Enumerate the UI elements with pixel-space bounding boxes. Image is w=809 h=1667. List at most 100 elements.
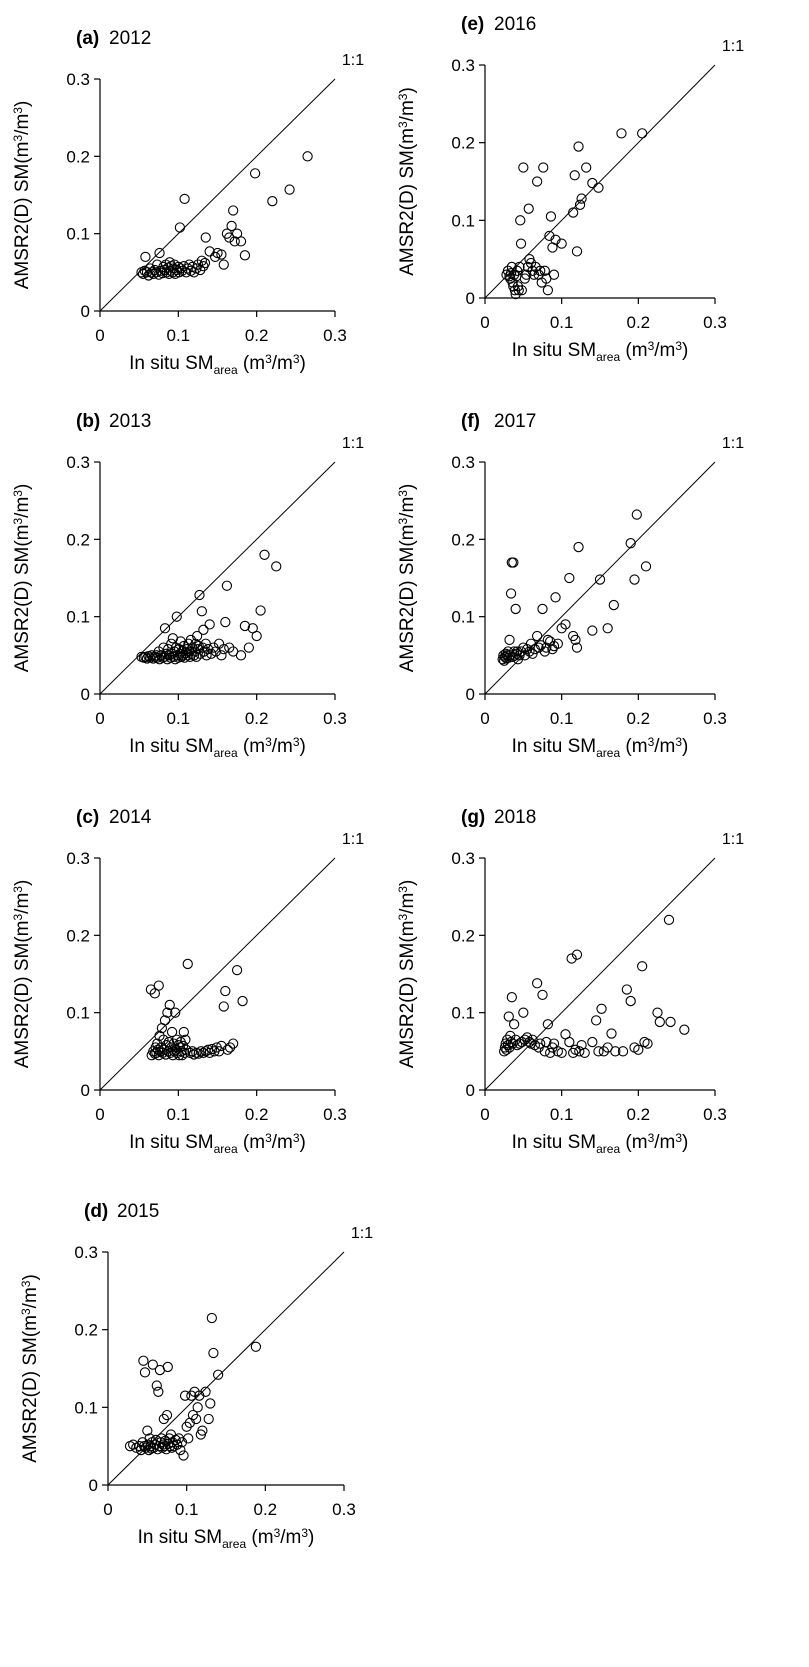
data-point bbox=[163, 1036, 175, 1048]
data-point bbox=[170, 1007, 181, 1018]
data-point bbox=[222, 1044, 233, 1055]
data-point bbox=[514, 1038, 525, 1049]
panel-year: 2016 bbox=[494, 14, 536, 35]
panel-letter: (f) bbox=[461, 411, 480, 432]
x-tick-label: 0.1 bbox=[167, 709, 191, 728]
data-point bbox=[182, 958, 193, 970]
data-point bbox=[158, 1034, 169, 1045]
y-tick-label: 0.2 bbox=[74, 1321, 98, 1340]
data-point bbox=[231, 964, 243, 976]
y-tick-label: 0.1 bbox=[66, 225, 90, 244]
data-point bbox=[515, 238, 527, 249]
data-point bbox=[154, 247, 165, 259]
data-point bbox=[138, 1355, 149, 1366]
data-point bbox=[218, 1001, 229, 1012]
data-point bbox=[221, 580, 233, 591]
data-point bbox=[216, 249, 227, 260]
y-axis-label: AMSR2(D) SM(m3/m3) bbox=[11, 484, 33, 673]
data-point bbox=[186, 1390, 197, 1401]
data-point bbox=[510, 603, 521, 615]
data-point bbox=[616, 128, 627, 139]
panel-year: 2014 bbox=[109, 807, 152, 828]
data-point bbox=[171, 611, 182, 622]
data-point bbox=[193, 1048, 204, 1059]
data-point bbox=[226, 220, 237, 232]
x-axis-label: In situ SMarea (m3/m3) bbox=[129, 1131, 306, 1156]
data-point bbox=[196, 255, 207, 266]
data-point bbox=[142, 1425, 153, 1436]
data-point bbox=[140, 251, 151, 263]
data-point bbox=[606, 1028, 617, 1039]
data-point bbox=[556, 238, 567, 249]
y-tick-label: 0.2 bbox=[66, 530, 90, 549]
data-point bbox=[199, 257, 211, 269]
one-to-one-line bbox=[99, 78, 336, 312]
x-tick-label: 0.1 bbox=[167, 326, 191, 345]
x-tick-label: 0.2 bbox=[245, 709, 269, 728]
panel-year: 2013 bbox=[109, 411, 151, 432]
data-point bbox=[538, 162, 549, 173]
data-point bbox=[524, 646, 535, 657]
one-to-one-line bbox=[99, 461, 336, 695]
y-tick-label: 0.3 bbox=[451, 849, 475, 868]
data-point bbox=[181, 1421, 192, 1432]
data-point bbox=[162, 1007, 173, 1018]
data-point bbox=[501, 1044, 512, 1055]
scatter-panel: 00 0.1 0.1 0.2 0.2 0.3 0.3 1:1 (a) 2012 In situ SM… bbox=[11, 28, 364, 377]
x-tick-label: 0 bbox=[480, 313, 489, 332]
data-point bbox=[522, 1032, 533, 1043]
one-to-one-label: 1:1 bbox=[351, 1225, 373, 1242]
x-tick-label: 0.2 bbox=[245, 1105, 269, 1124]
data-point bbox=[665, 1016, 676, 1028]
data-point bbox=[573, 141, 584, 152]
y-tick-label: 0 bbox=[81, 1081, 90, 1100]
x-tick-label: 0.2 bbox=[627, 313, 651, 332]
data-point bbox=[153, 1386, 164, 1397]
data-point bbox=[542, 285, 554, 296]
data-point bbox=[151, 1380, 162, 1391]
y-tick-label: 0.1 bbox=[451, 608, 475, 627]
panel-letter: (e) bbox=[461, 14, 484, 35]
data-point bbox=[541, 1036, 552, 1048]
data-point bbox=[302, 151, 313, 162]
data-point bbox=[172, 1439, 183, 1450]
x-tick-label: 0 bbox=[95, 1105, 104, 1124]
x-tick-label: 0.3 bbox=[703, 709, 727, 728]
x-tick-label: 0.3 bbox=[323, 326, 347, 345]
x-tick-label: 0 bbox=[480, 709, 489, 728]
data-point bbox=[541, 642, 552, 653]
scatter-panel: 00 0.1 0.1 0.2 0.2 0.3 0.3 1:1 (c) 2014 In situ SM… bbox=[11, 807, 364, 1156]
data-point bbox=[174, 222, 186, 233]
x-tick-label: 0.2 bbox=[627, 709, 651, 728]
data-point bbox=[218, 259, 229, 270]
x-tick-label: 0.2 bbox=[627, 1105, 651, 1124]
data-point bbox=[140, 1442, 151, 1453]
y-axis-label: AMSR2(D) SM(m3/m3) bbox=[19, 1274, 41, 1463]
data-point bbox=[158, 1413, 170, 1425]
y-axis-label: AMSR2(D) SM(m3/m3) bbox=[396, 87, 418, 276]
data-point bbox=[154, 1030, 165, 1042]
data-point bbox=[542, 634, 554, 646]
one-to-one-label: 1:1 bbox=[342, 435, 364, 452]
data-point bbox=[506, 992, 517, 1003]
data-point bbox=[629, 574, 640, 585]
data-point bbox=[587, 625, 598, 636]
x-tick-label: 0 bbox=[103, 1500, 112, 1519]
data-point bbox=[194, 589, 205, 601]
data-point bbox=[503, 1011, 514, 1022]
y-tick-label: 0 bbox=[89, 1476, 98, 1495]
y-tick-label: 0.2 bbox=[451, 530, 475, 549]
data-point bbox=[535, 640, 547, 651]
data-point bbox=[147, 1359, 158, 1370]
data-point bbox=[206, 1043, 218, 1055]
data-point bbox=[153, 980, 164, 991]
data-point bbox=[579, 1047, 590, 1059]
data-point bbox=[537, 989, 548, 1001]
x-axis-label: In situ SMarea (m3/m3) bbox=[138, 1526, 315, 1551]
data-point bbox=[179, 193, 190, 205]
data-point bbox=[548, 269, 560, 280]
data-point bbox=[591, 1015, 602, 1026]
data-point bbox=[621, 984, 632, 995]
data-point bbox=[617, 1046, 629, 1057]
data-point bbox=[198, 624, 209, 635]
